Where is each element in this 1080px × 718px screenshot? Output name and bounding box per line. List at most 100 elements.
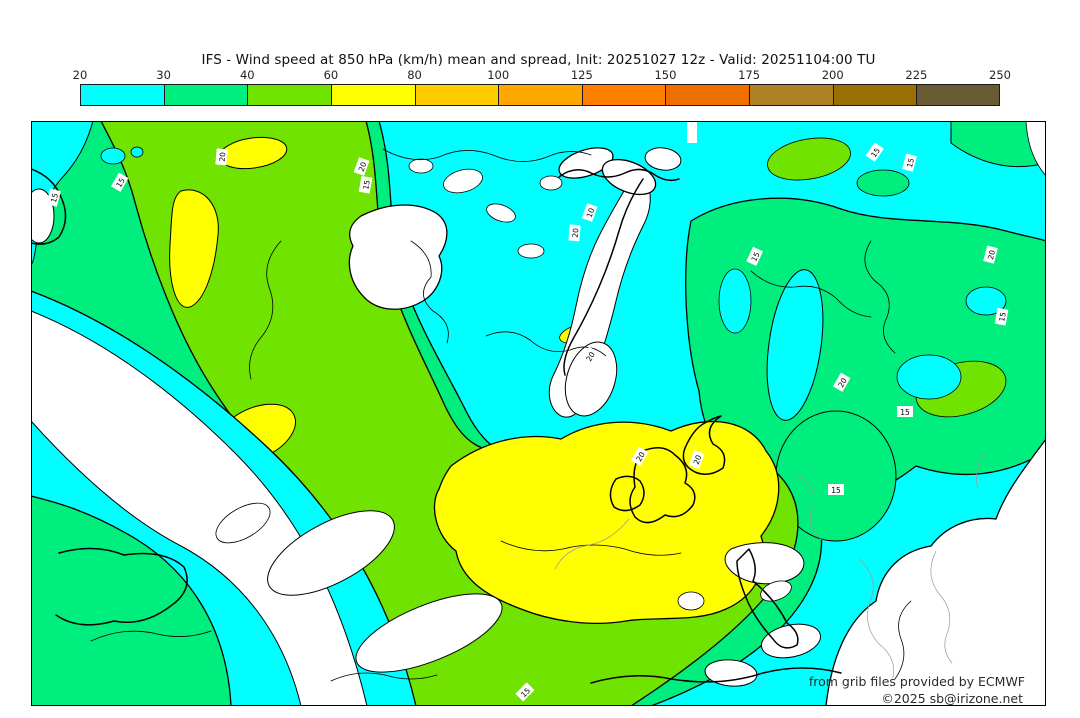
map-region-below-20-patch — [215, 502, 271, 544]
colorbar-tick-label: 80 — [407, 68, 422, 82]
country-border-line — [554, 518, 630, 570]
map-canvas: 15 15 20 20 15 20 10 15 15 15 20 15 20 2… — [31, 121, 1046, 706]
colorbar-tick-label: 40 — [239, 68, 255, 82]
svg-text:10: 10 — [585, 207, 597, 219]
chart-title: IFS - Wind speed at 850 hPa (km/h) mean … — [201, 52, 876, 68]
colorbar-tick-label: 175 — [738, 68, 761, 82]
map-region-arctic-islet — [517, 243, 545, 259]
map-region-south-norway — [564, 341, 618, 417]
map-border — [31, 121, 1046, 706]
contour-label: 20 — [568, 224, 581, 242]
wind-speed-map: 15 15 20 20 15 20 10 15 15 15 20 15 20 2… — [31, 121, 1046, 706]
map-region-cyan-lake — [100, 147, 126, 165]
colorbar-segment — [247, 84, 331, 106]
contour-label: 20 — [688, 450, 705, 469]
map-region-below-20-patch — [355, 593, 503, 673]
coastline-north-africa — [590, 667, 842, 684]
map-region-below-20-patch — [267, 510, 395, 596]
colorbar-segment — [916, 84, 1000, 106]
colorbar-tick-label: 60 — [323, 68, 339, 82]
country-border-line — [975, 450, 987, 490]
map-region-below-20-patch — [677, 591, 705, 611]
map-region-svalbard — [644, 147, 682, 171]
colorbar-segment — [581, 84, 666, 106]
colorbar-segment — [749, 84, 833, 106]
coastline-svalbard — [558, 168, 680, 182]
map-region-east-band-30-40 — [685, 197, 1046, 507]
map-region-cyan-lake — [130, 146, 144, 158]
coastline-iberia — [55, 547, 188, 626]
contour-label: 20 — [630, 446, 649, 466]
map-region-arctic-islet — [443, 168, 483, 194]
contour-label: 10 — [581, 203, 598, 222]
colorbar-segment — [832, 84, 917, 106]
map-region-arctic-islet — [486, 203, 516, 223]
map-region-cyan-lake — [896, 354, 962, 400]
colorbar-segment — [414, 84, 499, 106]
contour-label: 15 — [828, 484, 844, 495]
svg-text:20: 20 — [836, 376, 849, 389]
colorbar-segment — [163, 84, 248, 106]
svg-text:15: 15 — [361, 179, 372, 190]
svg-text:20: 20 — [584, 350, 597, 363]
contour-label: 15 — [746, 246, 764, 266]
map-region-below-20-patch — [1025, 121, 1046, 177]
map-region-band-60-80-patch — [169, 189, 219, 308]
coastline-britain — [629, 447, 696, 524]
contour-label: 20 — [215, 148, 228, 166]
coastline-norway — [563, 178, 644, 376]
contour-label: 15 — [46, 188, 61, 207]
contour-line — [750, 270, 872, 318]
contour-label: 15 — [110, 172, 129, 192]
coastline-baltic — [682, 415, 726, 475]
contour-label: 15 — [994, 307, 1009, 326]
map-region-band-40-60-patch — [767, 137, 851, 181]
map-data-gap-notch — [687, 121, 697, 143]
svg-text:15: 15 — [905, 157, 916, 169]
svg-text:15: 15 — [49, 192, 60, 204]
map-region-arctic-islet — [539, 175, 563, 191]
credit-copyright: ©2025 sb@irizone.net — [881, 691, 1023, 706]
svg-text:15: 15 — [114, 176, 127, 189]
contour-line — [410, 240, 449, 344]
contour-label: 15 — [897, 406, 913, 417]
coastline-italy — [736, 548, 799, 649]
contour-label: 15 — [358, 175, 373, 194]
svg-text:20: 20 — [692, 454, 704, 466]
colorbar-tick-label: 150 — [654, 68, 677, 82]
contour-line — [382, 148, 592, 162]
colorbar-segment — [498, 84, 582, 106]
colorbar-segment — [80, 84, 164, 106]
map-region-southeast-below-20 — [825, 438, 1046, 706]
contour-label: 20 — [353, 157, 370, 176]
svg-text:20: 20 — [357, 161, 369, 173]
colorbar-tick-label: 200 — [821, 68, 844, 82]
svg-text:20: 20 — [571, 228, 581, 239]
map-region-arctic-islet — [408, 158, 434, 174]
map-region-iceland — [348, 204, 448, 310]
coastline-greenland — [31, 168, 67, 245]
coastline-ireland — [609, 475, 645, 512]
contour-label: 15 — [902, 153, 917, 172]
map-region-cyan-lake — [718, 268, 752, 334]
colorbar-segment — [665, 84, 750, 106]
map-region-green-islet — [856, 169, 910, 197]
country-border-line — [930, 550, 953, 664]
map-region-svalbard — [601, 158, 657, 196]
country-border-line — [792, 472, 824, 542]
colorbar-tick-label: 250 — [989, 68, 1011, 82]
contour-label: 20 — [580, 346, 599, 366]
colorbar: 20 30 40 60 80 100 125 150 175 200 225 250 — [0, 0, 1080, 120]
contour-line — [90, 630, 212, 642]
country-border-line — [858, 558, 895, 679]
contour-label: 20 — [983, 245, 998, 264]
colorbar-segment — [330, 84, 415, 106]
colorbar-tick-label: 30 — [156, 68, 171, 82]
map-region-cyan-corridor — [766, 269, 824, 421]
contour-label: 20 — [832, 372, 851, 392]
map-region-central-band-60-80 — [433, 420, 780, 625]
colorbar-tick-label: 100 — [487, 68, 510, 82]
colorbar-tick-label: 125 — [570, 68, 593, 82]
colorbar-tick-label: 225 — [905, 68, 928, 82]
